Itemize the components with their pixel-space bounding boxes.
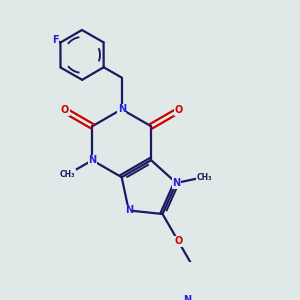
Text: N: N <box>172 178 180 188</box>
Text: N: N <box>118 104 126 114</box>
Text: CH₃: CH₃ <box>60 170 76 179</box>
Text: N: N <box>88 155 96 165</box>
Text: O: O <box>174 236 182 247</box>
Text: N: N <box>183 295 191 300</box>
Text: F: F <box>52 35 59 45</box>
Text: O: O <box>174 105 183 116</box>
Text: N: N <box>125 206 133 215</box>
Text: O: O <box>61 105 69 116</box>
Text: CH₃: CH₃ <box>196 172 212 182</box>
